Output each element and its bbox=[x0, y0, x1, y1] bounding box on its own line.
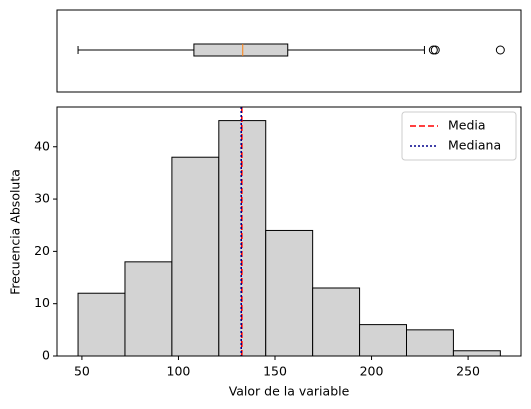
x-axis-label: Valor de la variable bbox=[229, 384, 350, 399]
x-tick-label: 150 bbox=[263, 364, 287, 379]
axes-frame bbox=[56, 9, 522, 93]
legend-frame bbox=[401, 111, 517, 161]
legend-label: Media bbox=[448, 118, 486, 133]
bar bbox=[405, 329, 454, 357]
y-tick-label: 20 bbox=[34, 243, 50, 258]
x-tick-label: 200 bbox=[360, 364, 384, 379]
flier bbox=[428, 45, 438, 55]
bar bbox=[452, 350, 501, 357]
y-tick-label: 10 bbox=[34, 295, 50, 310]
x-tick-label: 250 bbox=[456, 364, 480, 379]
y-tick-label: 0 bbox=[42, 348, 50, 363]
bar bbox=[77, 292, 126, 357]
y-axis-label: Frecuencia Absoluta bbox=[8, 169, 23, 295]
y-tick-label: 30 bbox=[34, 191, 50, 206]
bar bbox=[359, 324, 407, 357]
x-tick-label: 100 bbox=[167, 364, 191, 379]
x-tick-label: 50 bbox=[74, 364, 90, 379]
bar bbox=[171, 156, 220, 357]
bar bbox=[265, 229, 314, 357]
box bbox=[193, 43, 289, 57]
y-tick-label: 40 bbox=[34, 138, 50, 153]
flier bbox=[495, 45, 505, 55]
bar bbox=[312, 287, 361, 357]
flier bbox=[430, 45, 440, 55]
bar bbox=[124, 261, 173, 357]
legend-label: Mediana bbox=[448, 138, 501, 153]
axes-frame bbox=[56, 106, 522, 357]
